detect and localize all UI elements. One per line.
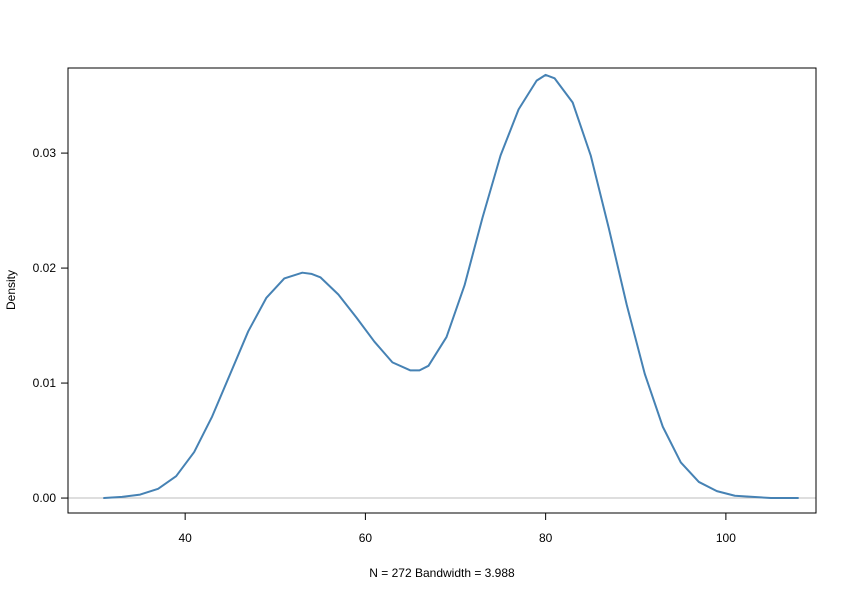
y-axis-label: Density — [4, 270, 18, 310]
x-tick-label: 100 — [716, 531, 736, 545]
density-curve — [103, 73, 799, 500]
y-tick-label: 0.03 — [33, 146, 57, 160]
y-axis: 0.00 0.01 0.02 0.03 — [33, 146, 69, 505]
y-tick-label: 0.01 — [33, 376, 57, 390]
plot-frame — [67, 67, 817, 514]
density-line-0 — [103, 73, 799, 500]
x-tick-label: 60 — [359, 531, 373, 545]
y-tick-label: 0.02 — [33, 261, 57, 275]
x-tick-label: 40 — [178, 531, 192, 545]
x-axis-label: N = 272 Bandwidth = 3.988 — [369, 566, 515, 580]
x-tick-label: 80 — [539, 531, 553, 545]
x-axis: 40 60 80 100 — [178, 512, 736, 545]
y-tick-label: 0.00 — [33, 491, 57, 505]
